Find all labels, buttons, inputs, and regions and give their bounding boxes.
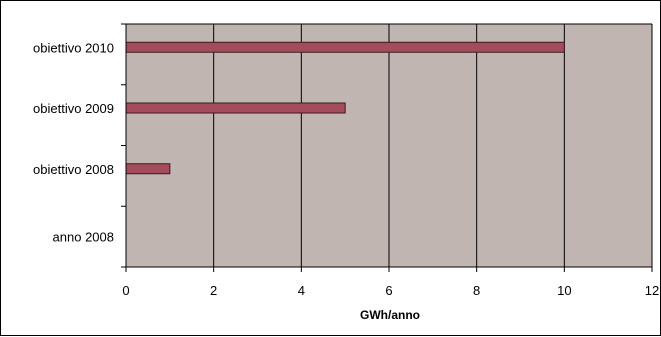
x-tick-label: 2 — [210, 283, 217, 298]
x-axis-title: GWh/anno — [360, 308, 420, 322]
bar-obiettivo-2010 — [125, 41, 565, 53]
y-tick-label: anno 2008 — [53, 230, 114, 245]
x-tick-labels: 0 2 4 6 8 10 12 — [122, 283, 659, 298]
bar-obiettivo-2009 — [125, 102, 346, 114]
y-tick-label: obiettivo 2009 — [33, 101, 114, 116]
y-tick-label: obiettivo 2010 — [33, 40, 114, 55]
x-tick-label: 12 — [645, 283, 659, 298]
x-tick-label: 4 — [298, 283, 305, 298]
x-tick-label: 10 — [557, 283, 571, 298]
axes — [121, 23, 653, 272]
y-tick-labels: anno 2008 obiettivo 2008 obiettivo 2009 obi… — [33, 40, 114, 244]
bar-obiettivo-2008 — [125, 163, 171, 175]
x-tick-label: 0 — [122, 283, 129, 298]
x-tick-label: 8 — [473, 283, 480, 298]
x-tick-label: 6 — [385, 283, 392, 298]
y-tick-label: obiettivo 2008 — [33, 162, 114, 177]
